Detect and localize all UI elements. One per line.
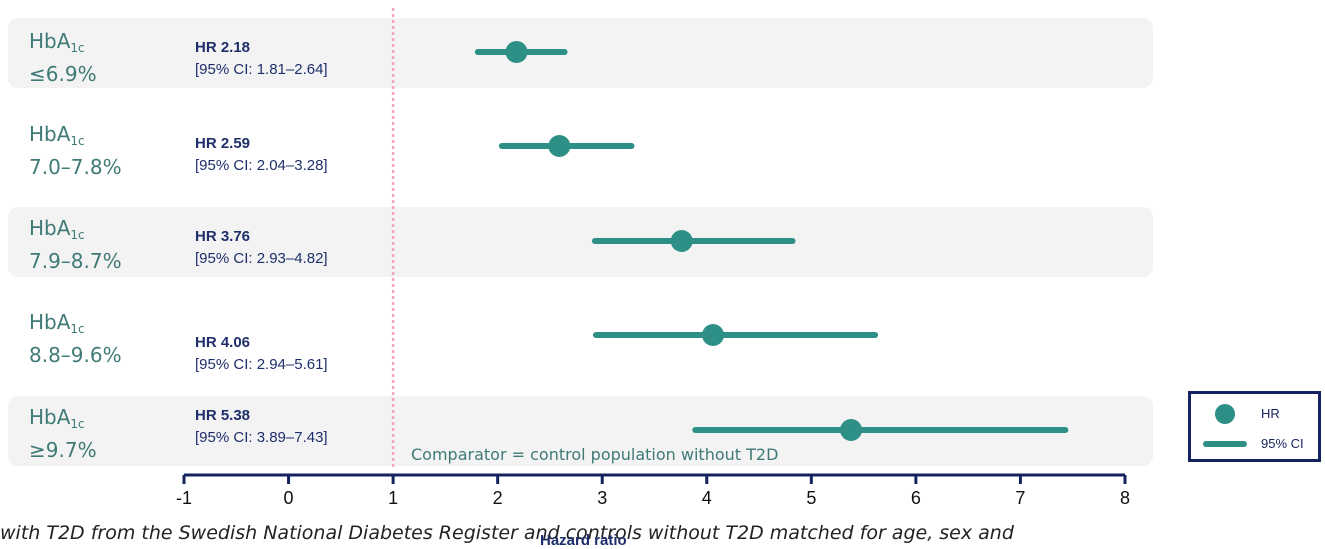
hr-text: HR 5.38 [95% CI: 3.89–7.43] <box>195 405 328 449</box>
row-label: HbA1c 7.0–7.8% <box>29 121 122 180</box>
row-label-sub: 1c <box>70 228 85 242</box>
legend: HR 95% CI <box>1188 391 1321 462</box>
ci-value: [95% CI: 2.04–3.28] <box>195 157 328 174</box>
x-axis-label: Hazard ratio <box>540 532 627 549</box>
hr-marker <box>702 324 725 346</box>
row-band <box>8 207 1153 277</box>
x-tick-label: 4 <box>702 488 712 508</box>
hr-marker <box>505 41 528 63</box>
row-label-main: HbA <box>29 310 71 334</box>
x-tick-label: 8 <box>1120 488 1130 508</box>
hr-text: HR 4.06 [95% CI: 2.94–5.61] <box>195 332 328 376</box>
row-label-range: ≥9.7% <box>29 438 97 462</box>
row-label-sub: 1c <box>70 417 85 431</box>
row-label-range: ≤6.9% <box>29 62 97 86</box>
row-label-sub: 1c <box>70 134 85 148</box>
row-label: HbA1c ≥9.7% <box>29 404 97 463</box>
row-label-main: HbA <box>29 216 71 240</box>
hr-value: HR 2.59 <box>195 135 251 152</box>
x-tick-label: 0 <box>284 488 294 508</box>
hr-value: HR 3.76 <box>195 228 251 245</box>
x-tick-label: 2 <box>493 488 503 508</box>
x-tick-label: 3 <box>597 488 607 508</box>
row-label-main: HbA <box>29 405 71 429</box>
row-label: HbA1c 7.9–8.7% <box>29 215 122 274</box>
row-label: HbA1c 8.8–9.6% <box>29 309 122 368</box>
legend-ci-label: 95% CI <box>1261 436 1304 451</box>
row-label-sub: 1c <box>70 41 85 55</box>
hr-value: HR 2.18 <box>195 39 251 56</box>
comparator-note: Comparator = control population without … <box>411 445 779 464</box>
legend-ci-marker <box>1203 441 1247 447</box>
hr-marker <box>548 135 571 157</box>
ci-value: [95% CI: 3.89–7.43] <box>195 429 328 446</box>
row-label-sub: 1c <box>70 322 85 336</box>
hr-value: HR 4.06 <box>195 334 251 351</box>
x-tick-label: 5 <box>806 488 816 508</box>
row-label-range: 7.0–7.8% <box>29 155 122 179</box>
row-label-range: 7.9–8.7% <box>29 249 122 273</box>
legend-hr-marker <box>1215 404 1235 424</box>
hr-marker <box>840 419 863 441</box>
x-tick-label: -1 <box>176 488 192 508</box>
hr-text: HR 2.59 [95% CI: 2.04–3.28] <box>195 133 328 177</box>
ci-value: [95% CI: 2.93–4.82] <box>195 250 328 267</box>
hr-text: HR 2.18 [95% CI: 1.81–2.64] <box>195 37 328 81</box>
x-tick-label: 6 <box>911 488 921 508</box>
footnote: with T2D from the Swedish National Diabe… <box>0 522 1014 544</box>
row-label: HbA1c ≤6.9% <box>29 28 97 87</box>
legend-hr-label: HR <box>1261 406 1280 421</box>
x-tick-label: 1 <box>388 488 398 508</box>
row-band <box>8 18 1153 88</box>
hr-marker <box>670 230 693 252</box>
row-label-main: HbA <box>29 122 71 146</box>
ci-value: [95% CI: 2.94–5.61] <box>195 356 328 373</box>
row-band <box>8 396 1153 466</box>
hr-value: HR 5.38 <box>195 407 251 424</box>
row-label-main: HbA <box>29 29 71 53</box>
hr-text: HR 3.76 [95% CI: 2.93–4.82] <box>195 226 328 270</box>
ci-value: [95% CI: 1.81–2.64] <box>195 61 328 78</box>
row-label-range: 8.8–9.6% <box>29 343 122 367</box>
x-tick-label: 7 <box>1015 488 1025 508</box>
